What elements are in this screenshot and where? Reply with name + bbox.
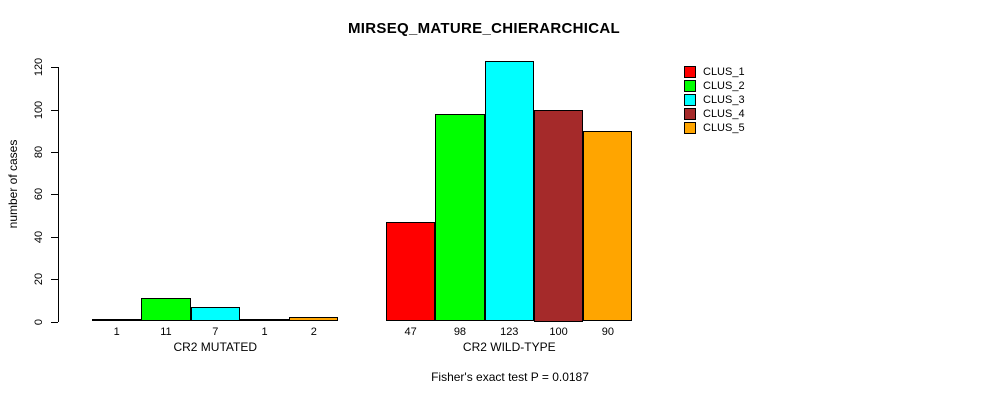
legend-item: CLUS_3 [684,93,745,107]
y-axis-label: number of cases [6,139,20,229]
y-axis-line [58,67,59,323]
legend-item: CLUS_1 [684,65,745,79]
bar-value-label: 2 [310,326,317,338]
legend-item: CLUS_4 [684,107,745,121]
legend-label: CLUS_5 [703,122,745,134]
y-axis-tick-label: 100 [33,100,45,119]
legend-swatch-icon [684,66,696,78]
bar-clus_3 [484,60,534,322]
bar-value-label: 47 [404,326,417,338]
bar-value-label: 98 [453,326,467,338]
bar-value-label: 7 [212,326,219,338]
bar-value-label: 11 [160,326,172,338]
y-axis-tick-label: 60 [33,188,45,201]
y-axis-tick [51,194,58,196]
bar-value-label: 123 [500,326,519,338]
y-axis-tick [51,109,58,111]
y-axis-tick-label: 80 [33,145,45,159]
bar-value-label: 100 [549,326,568,338]
bar-clus_3 [190,306,240,322]
y-axis-tick-label: 40 [33,230,45,243]
bar-clus_2 [435,113,485,322]
legend: CLUS_1 CLUS_2 CLUS_3 CLUS_4 CLUS_5 [684,65,745,135]
bar-clus_5 [289,317,339,322]
legend-label: CLUS_1 [703,66,745,78]
legend-label: CLUS_2 [703,80,745,92]
bar-clus_5 [583,130,633,322]
bar-clus_4 [533,109,584,322]
y-axis-tick [51,67,58,69]
bar-clus_4 [239,319,290,322]
legend-label: CLUS_4 [703,108,745,120]
bar-value-label: 90 [601,326,614,338]
legend-swatch-icon [684,122,696,134]
x-axis-category-label: CR2 MUTATED [173,340,258,354]
bar-value-label: 1 [113,326,120,338]
legend-item: CLUS_5 [684,121,745,135]
bar-clus_1 [92,319,142,322]
legend-item: CLUS_2 [684,79,745,93]
y-axis-tick-label: 120 [33,57,45,77]
legend-swatch-icon [684,108,696,120]
x-axis-category-label: CR2 WILD-TYPE [462,340,556,354]
bar-value-label: 1 [261,326,268,338]
y-axis-tick [51,279,58,281]
legend-label: CLUS_3 [703,94,745,106]
y-axis-tick-label: 0 [33,318,45,325]
y-axis-tick [51,151,58,153]
y-axis-tick [51,236,58,238]
bar-clus_2 [141,298,191,322]
legend-swatch-icon [684,80,696,92]
legend-swatch-icon [684,94,696,106]
fisher-test-note: Fisher's exact test P = 0.0187 [431,370,589,384]
chart-title: MIRSEQ_MATURE_CHIERARCHICAL [348,20,620,37]
y-axis-tick [51,321,58,323]
y-axis-tick-label: 20 [33,272,45,286]
bar-clus_1 [386,221,436,322]
